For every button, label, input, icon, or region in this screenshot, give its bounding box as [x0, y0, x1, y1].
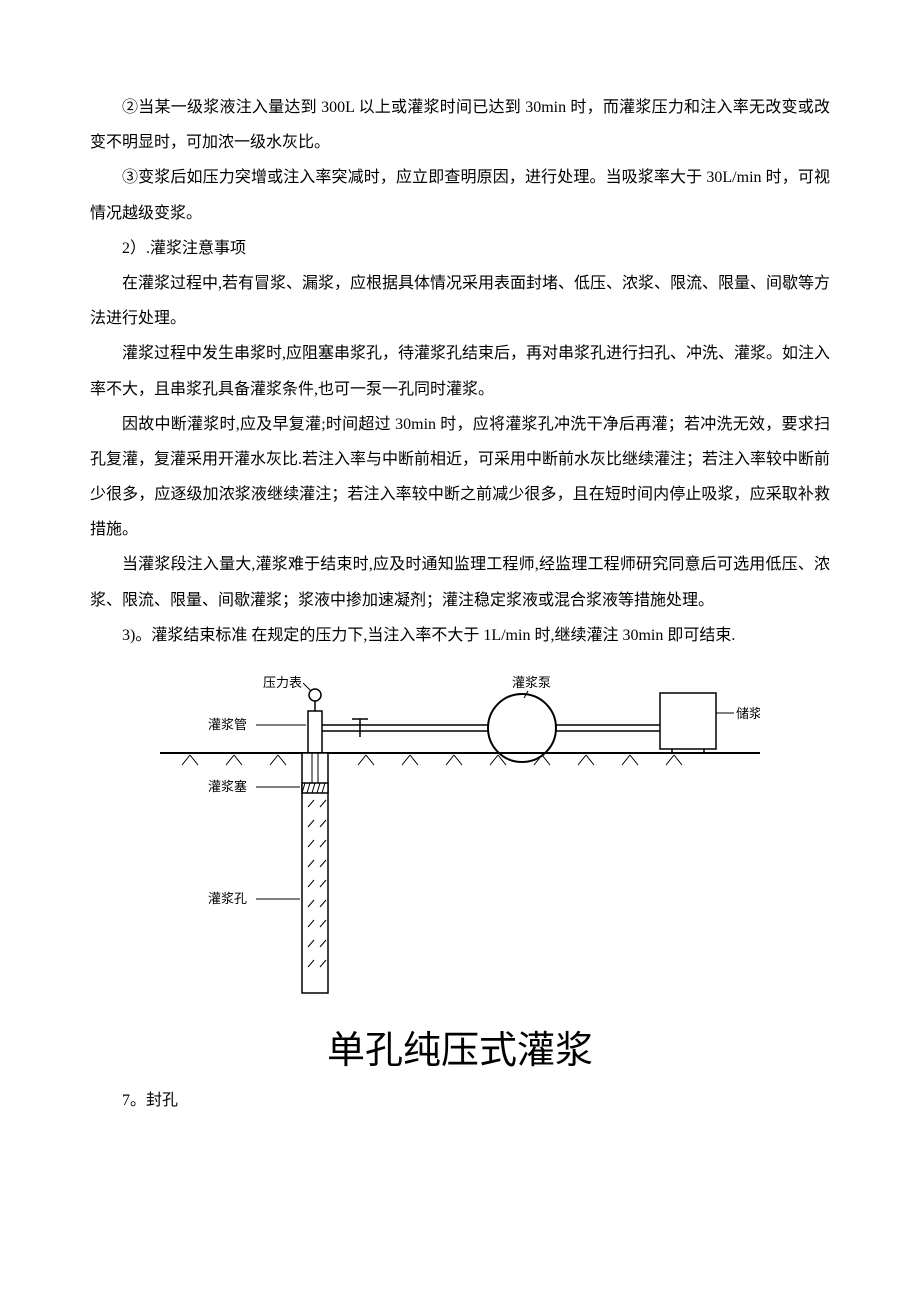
paragraph: ③变浆后如压力突增或注入率突减时，应立即查明原因，进行处理。当吸浆率大于 30L… — [90, 160, 830, 230]
diagram-svg: 灌浆泵储浆桶 压力表灌浆管灌浆塞灌浆孔单孔纯压式灌浆 — [160, 663, 760, 1083]
paragraph: 当灌浆段注入量大,灌浆难于结束时,应及时通知监理工程师,经监理工程师研究同意后可… — [90, 547, 830, 617]
paragraph: 灌浆过程中发生串浆时,应阻塞串浆孔，待灌浆孔结束后，再对串浆孔进行扫孔、冲洗、灌… — [90, 336, 830, 406]
paragraph: 因故中断灌浆时,应及早复灌;时间超过 30min 时，应将灌浆孔冲洗干净后再灌；… — [90, 407, 830, 548]
paragraph: 3)。灌浆结束标准 在规定的压力下,当注入率不大于 1L/min 时,继续灌注 … — [90, 618, 830, 653]
paragraph: 7。封孔 — [90, 1083, 830, 1118]
svg-text:灌浆孔: 灌浆孔 — [208, 891, 247, 906]
paragraph: 在灌浆过程中,若有冒浆、漏浆，应根据具体情况采用表面封堵、低压、浓浆、限流、限量… — [90, 266, 830, 336]
paragraph: 2）.灌浆注意事项 — [90, 231, 830, 266]
paragraph: ②当某一级浆液注入量达到 300L 以上或灌浆时间已达到 30min 时，而灌浆… — [90, 90, 830, 160]
document-page: ②当某一级浆液注入量达到 300L 以上或灌浆时间已达到 30min 时，而灌浆… — [0, 0, 920, 1178]
svg-text:单孔纯压式灌浆: 单孔纯压式灌浆 — [327, 1030, 593, 1072]
svg-text:灌浆泵: 灌浆泵 — [512, 675, 551, 690]
grouting-diagram: 灌浆泵储浆桶 压力表灌浆管灌浆塞灌浆孔单孔纯压式灌浆 — [160, 663, 760, 1083]
svg-text:压力表: 压力表 — [263, 675, 302, 690]
svg-text:灌浆管: 灌浆管 — [208, 717, 247, 732]
svg-text:储浆桶: 储浆桶 — [736, 706, 760, 721]
svg-text:灌浆塞: 灌浆塞 — [208, 779, 247, 794]
